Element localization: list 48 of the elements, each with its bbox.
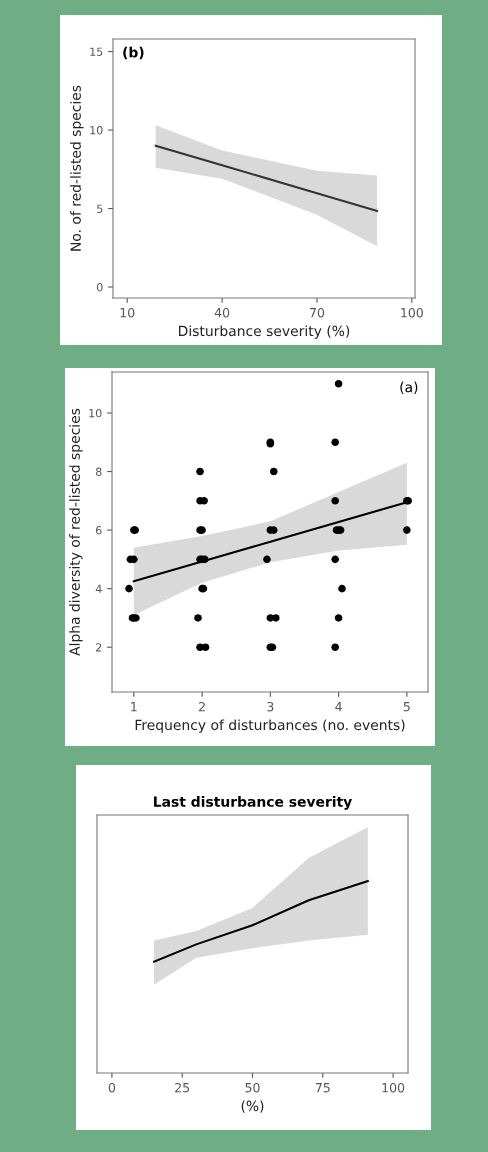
annotation: (b): [123, 46, 144, 60]
y-tick-label: 0: [96, 282, 103, 292]
point: [403, 526, 411, 534]
point: [338, 584, 346, 593]
x-tick-label: 1: [131, 702, 137, 712]
annotation: (a): [400, 381, 418, 394]
point: [194, 614, 202, 622]
y-tick-label: 8: [95, 467, 102, 476]
x-tick-label: 40: [214, 307, 230, 318]
point: [331, 438, 339, 447]
point: [334, 614, 343, 622]
point: [201, 643, 210, 652]
line-series: [154, 144, 379, 212]
x-tick-label: 100: [401, 307, 423, 318]
point: [331, 555, 339, 564]
x-tick-label: 3: [267, 701, 274, 712]
y-tick-label: 15: [90, 47, 103, 56]
x-tick-label: 100: [382, 1082, 405, 1093]
x-tick-label: 10: [120, 307, 135, 318]
y-tick-label: 2: [96, 643, 102, 652]
point: [263, 555, 271, 564]
y-tick-label: 5: [97, 204, 103, 213]
point: [272, 614, 280, 622]
x-tick-label: 5: [403, 702, 410, 712]
y-tick-label: 10: [89, 408, 102, 418]
point: [130, 555, 138, 564]
x-tick-label: 0: [108, 1082, 116, 1093]
y-tick-label: 6: [95, 526, 102, 535]
y-tick-label: 10: [90, 126, 103, 135]
x-tick-label: 2: [199, 701, 205, 712]
x-tick-label: 75: [315, 1083, 330, 1093]
y-tick-label: 4: [95, 584, 102, 593]
x-tick-label: 25: [175, 1082, 190, 1093]
chart-title: Last disturbance severity: [154, 796, 352, 810]
x-axis-title: Frequency of disturbances (no. events): [135, 719, 405, 733]
point: [196, 467, 204, 476]
x-tick-label: 4: [335, 702, 342, 712]
y-axis-title: Alpha diversity of red-listed species: [69, 408, 83, 656]
y-axis-title: No. of red-listed species: [70, 85, 84, 251]
point: [334, 379, 343, 388]
point: [331, 643, 339, 652]
x-axis-title: (%): [241, 1100, 264, 1113]
x-axis-title: Disturbance severity (%): [179, 325, 350, 339]
x-tick-label: 50: [245, 1082, 260, 1093]
point: [269, 467, 278, 476]
x-tick-label: 70: [310, 307, 325, 318]
point: [331, 497, 339, 505]
point: [125, 584, 133, 593]
